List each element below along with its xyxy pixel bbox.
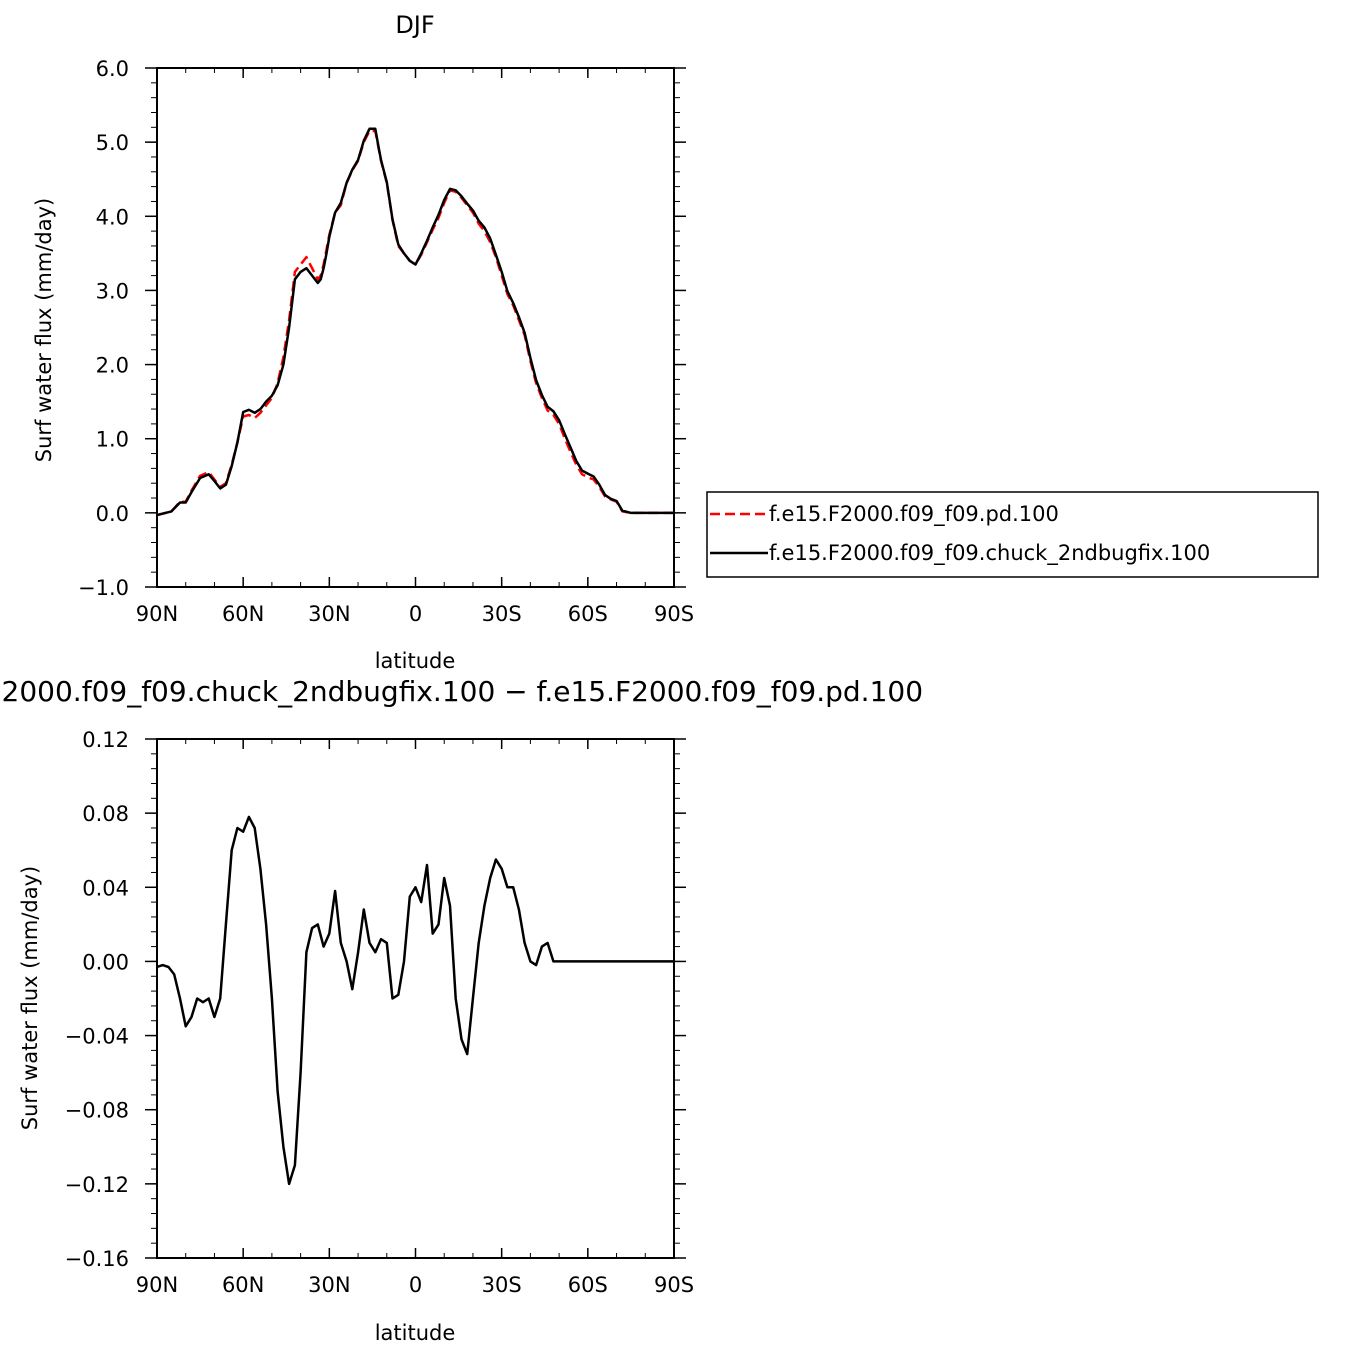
- bottom-ticks: 90N 60N 30N 0 30S 60S 90S −0.16 −0.12 −0.08 −0.04 0…: [65, 728, 694, 1297]
- x-tick-label: 30N: [308, 1273, 350, 1297]
- y-tick-label: 0.12: [82, 728, 129, 752]
- bottom-plot-frame: [156, 738, 675, 1259]
- y-tick-label: 4.0: [96, 205, 129, 229]
- legend: f.e15.F2000.f09_f09.pd.100 f.e15.F2000.f…: [706, 491, 1319, 578]
- x-tick-label: 30S: [482, 1273, 522, 1297]
- legend-label-pd: f.e15.F2000.f09_f09.pd.100: [769, 502, 1059, 527]
- bottom-chart-title: f.e15.F2000.f09_f09.chuck_2ndbugfix.100 …: [0, 675, 923, 708]
- legend-label-chuck: f.e15.F2000.f09_f09.chuck_2ndbugfix.100: [769, 541, 1210, 566]
- x-tick-label: 0: [409, 602, 422, 626]
- x-tick-label: 30S: [482, 602, 522, 626]
- top-y-axis-label: Surf water flux (mm/day): [32, 198, 56, 463]
- x-tick-label: 90S: [654, 1273, 694, 1297]
- bottom-x-axis-label: latitude: [375, 1321, 456, 1345]
- legend-box: [706, 491, 1319, 578]
- x-tick-label: 60N: [222, 1273, 264, 1297]
- bottom-series-lines: [156, 815, 674, 1186]
- x-tick-label: 60S: [568, 602, 608, 626]
- top-x-axis-label: latitude: [375, 649, 456, 673]
- x-tick-label: 60S: [568, 1273, 608, 1297]
- x-tick-label: 30N: [308, 602, 350, 626]
- x-tick-label: 90S: [654, 602, 694, 626]
- y-tick-label: 0.04: [82, 876, 129, 900]
- y-tick-label: 5.0: [96, 131, 129, 155]
- series-line-1: [156, 127, 674, 517]
- y-tick-label: 3.0: [96, 279, 129, 303]
- y-tick-label: 1.0: [96, 428, 129, 452]
- top-plot-frame: [156, 67, 675, 588]
- y-tick-label: −0.16: [65, 1247, 129, 1271]
- y-tick-label: 0.0: [96, 502, 129, 526]
- top-chart-title: DJF: [395, 11, 434, 39]
- y-tick-label: −0.04: [65, 1025, 129, 1049]
- y-tick-label: −0.08: [65, 1099, 129, 1123]
- y-tick-label: 0.08: [82, 802, 129, 826]
- y-tick-label: −1.0: [78, 576, 129, 600]
- bottom-panel: f.e15.F2000.f09_f09.chuck_2ndbugfix.100 …: [0, 675, 923, 1345]
- top-ticks: 90N 60N 30N 0 30S 60S 90S −1.0 0.0 1.0 2.0 3.0 4.0 5.…: [78, 57, 694, 626]
- y-tick-label: 0.00: [82, 950, 129, 974]
- y-tick-label: −0.12: [65, 1173, 129, 1197]
- bottom-y-axis-label: Surf water flux (mm/day): [18, 866, 42, 1131]
- x-tick-label: 90N: [136, 1273, 178, 1297]
- x-tick-label: 0: [409, 1273, 422, 1297]
- top-series-lines: [156, 127, 674, 517]
- y-tick-label: 6.0: [96, 57, 129, 81]
- x-tick-label: 60N: [222, 602, 264, 626]
- x-tick-label: 90N: [136, 602, 178, 626]
- series-line-0: [156, 815, 674, 1186]
- y-tick-label: 2.0: [96, 354, 129, 378]
- top-panel: DJF 90N 60N 30N 0 30S 60S 90S −1.0 0.0 1.0 2.0 3.0 4…: [32, 11, 1319, 673]
